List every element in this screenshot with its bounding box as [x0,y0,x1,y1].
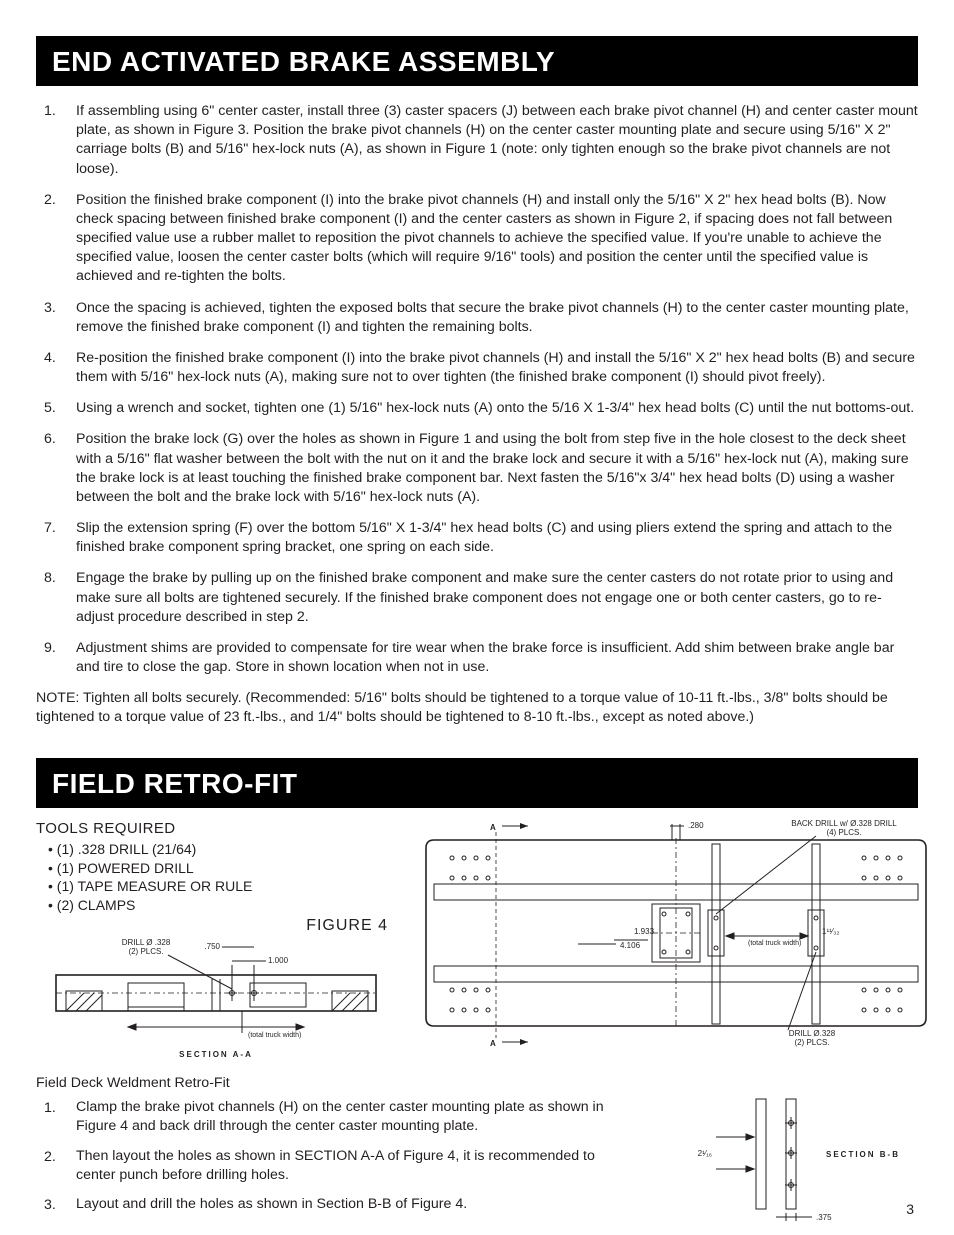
assembly-step: Adjustment shims are provided to compens… [36,633,918,683]
svg-text:SECTION A-A: SECTION A-A [179,1050,253,1059]
svg-text:BACK DRILL w/ Ø.328 DRILL: BACK DRILL w/ Ø.328 DRILL [791,819,897,828]
svg-text:(2) PLCS.: (2) PLCS. [794,1038,829,1047]
retro-fit-figure-row: TOOLS REQUIRED • (1) .328 DRILL (21/64)•… [36,818,918,1066]
svg-text:A: A [490,823,496,832]
assembly-step: If assembling using 6" center caster, in… [36,96,918,185]
svg-text:DRILL Ø .328: DRILL Ø .328 [122,938,171,947]
assembly-step: Once the spacing is achieved, tighten th… [36,293,918,343]
svg-text:1.933: 1.933 [634,927,655,936]
retro-subheading: Field Deck Weldment Retro-Fit [36,1075,918,1091]
tools-required-heading: TOOLS REQUIRED [36,820,396,837]
tool-item: • (1) TAPE MEASURE OR RULE [48,877,396,896]
assembly-steps: If assembling using 6" center caster, in… [36,96,918,683]
torque-note: NOTE: Tighten all bolts securely. (Recom… [36,683,918,733]
figure-4-top-view: A A .280 BACK DRILL w/ Ø.328 DRILL (4) P… [416,818,936,1050]
svg-text:.375: .375 [816,1213,832,1222]
svg-text:(total truck width): (total truck width) [748,940,801,947]
page-number: 3 [906,1201,914,1217]
tools-list: • (1) .328 DRILL (21/64)• (1) POWERED DR… [48,840,396,916]
svg-text:(total truck width): (total truck width) [248,1032,301,1039]
svg-text:.280: .280 [688,821,704,830]
assembly-step: Using a wrench and socket, tighten one (… [36,393,918,424]
retro-step: Layout and drill the holes as shown in S… [36,1190,636,1219]
section-banner-1: END ACTIVATED BRAKE ASSEMBLY [36,36,918,86]
retro-steps-row: Clamp the brake pivot channels (H) on th… [36,1093,918,1223]
section-banner-2: FIELD RETRO-FIT [36,758,918,808]
section-a-a-drawing: DRILL Ø .328 (2) PLCS. .750 1.000 [36,935,396,1065]
tool-item: • (1) POWERED DRILL [48,859,396,878]
assembly-step: Position the finished brake component (I… [36,185,918,293]
figure-4-label: FIGURE 4 [36,917,388,935]
assembly-step: Re-position the finished brake component… [36,343,918,393]
svg-text:2¹⁄₁₆: 2¹⁄₁₆ [698,1149,712,1158]
svg-text:DRILL Ø.328: DRILL Ø.328 [789,1029,836,1038]
retro-step: Clamp the brake pivot channels (H) on th… [36,1093,636,1141]
svg-text:.750: .750 [204,942,220,951]
retro-step: Then layout the holes as shown in SECTIO… [36,1142,636,1190]
assembly-step: Engage the brake by pulling up on the fi… [36,563,918,633]
svg-text:(2) PLCS.: (2) PLCS. [128,947,163,956]
svg-text:(4) PLCS.: (4) PLCS. [826,828,861,837]
section-b-b-drawing: 2¹⁄₁₆ SECTION B-B .375 [656,1093,916,1223]
svg-text:1¹¹⁄₃₂: 1¹¹⁄₃₂ [822,927,839,936]
tool-item: • (2) CLAMPS [48,896,396,915]
svg-text:SECTION B-B: SECTION B-B [826,1150,900,1159]
svg-text:A: A [490,1039,496,1048]
retro-steps: Clamp the brake pivot channels (H) on th… [36,1093,636,1219]
svg-text:1.000: 1.000 [268,956,289,965]
svg-text:4.106: 4.106 [620,941,641,950]
assembly-step: Position the brake lock (G) over the hol… [36,424,918,513]
assembly-step: Slip the extension spring (F) over the b… [36,513,918,563]
tool-item: • (1) .328 DRILL (21/64) [48,840,396,859]
